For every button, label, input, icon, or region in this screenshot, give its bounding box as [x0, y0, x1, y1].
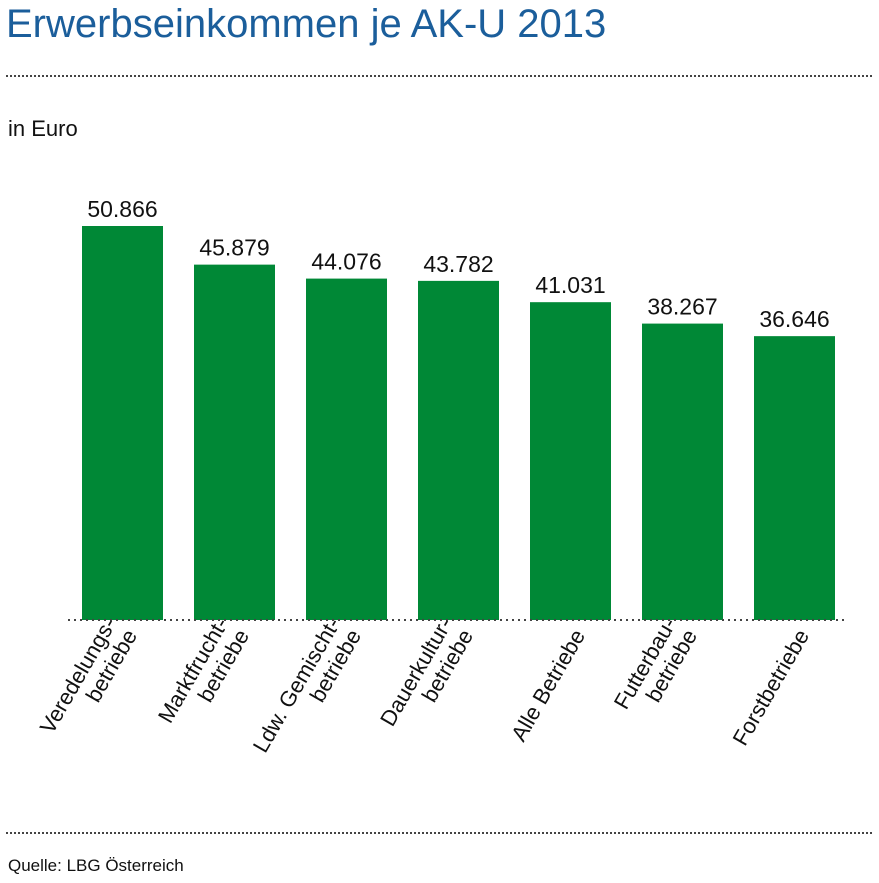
- bar-5: [642, 323, 723, 620]
- category-label-4-line-0: Alle Betriebe: [506, 625, 590, 746]
- category-label-4: Alle Betriebe: [506, 625, 590, 746]
- bottom-divider: [6, 832, 872, 834]
- value-label-5: 38.267: [647, 294, 717, 320]
- bar-0: [82, 226, 163, 620]
- category-label-5: Futterbau-betriebe: [609, 613, 702, 725]
- bars-group: [82, 226, 835, 620]
- bar-4: [530, 302, 611, 620]
- category-label-1: Marktfrucht-betriebe: [153, 613, 254, 739]
- top-divider: [6, 75, 872, 77]
- source-note: Quelle: LBG Österreich: [8, 856, 184, 875]
- value-label-4: 41.031: [535, 272, 605, 298]
- category-label-6-line-0: Forstbetriebe: [728, 625, 814, 750]
- value-label-1: 45.879: [199, 235, 269, 261]
- bar-3: [418, 280, 499, 620]
- bar-chart: 50.866 45.879 44.076 43.782 41.031 38.267 36.6…: [35, 196, 846, 769]
- value-labels-group: 50.866 45.879 44.076 43.782 41.031 38.267 36.6…: [87, 196, 829, 332]
- category-label-6: Forstbetriebe: [728, 625, 814, 750]
- bar-6: [754, 336, 835, 620]
- unit-label: in Euro: [8, 116, 78, 141]
- category-labels-group: Veredelungs-betriebe Marktfrucht-betriebe…: [35, 613, 814, 769]
- category-label-3: Dauerkultur-betriebe: [375, 613, 478, 742]
- category-label-2: Ldw. Gemischt-betriebe: [248, 613, 366, 769]
- value-label-6: 36.646: [759, 306, 829, 332]
- value-label-2: 44.076: [311, 249, 381, 275]
- chart-title: Erwerbseinkommen je AK-U 2013: [6, 2, 607, 46]
- value-label-0: 50.866: [87, 196, 157, 222]
- value-label-3: 43.782: [423, 251, 493, 277]
- bar-2: [306, 278, 387, 620]
- bar-1: [194, 264, 275, 620]
- category-label-0: Veredelungs-betriebe: [35, 613, 142, 750]
